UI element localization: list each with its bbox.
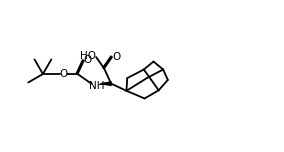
Polygon shape: [100, 82, 111, 85]
Text: O: O: [84, 55, 92, 65]
Text: O: O: [112, 52, 120, 62]
Text: HO: HO: [80, 51, 96, 61]
Text: NH: NH: [89, 81, 104, 91]
Text: O: O: [60, 69, 68, 79]
